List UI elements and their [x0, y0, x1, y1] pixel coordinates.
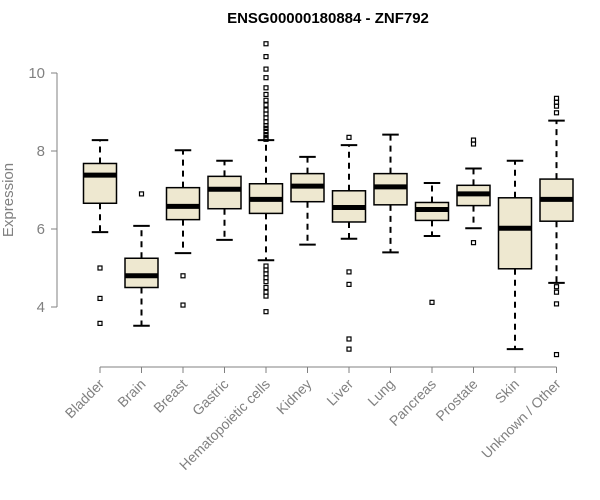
- y-axis-label: Expression: [0, 163, 17, 237]
- box-5: [290, 155, 325, 246]
- y-tick-label-6: 6: [37, 221, 45, 238]
- box-9: [456, 137, 491, 246]
- outlier-point: [346, 134, 352, 140]
- box-body: [165, 186, 201, 221]
- outlier-point: [553, 301, 560, 307]
- outlier-point: [263, 102, 269, 108]
- x-tick-label-1: Brain: [114, 376, 148, 410]
- box-0: [82, 139, 118, 326]
- outlier-point: [97, 265, 103, 271]
- outlier-point: [263, 66, 269, 72]
- box-1: [124, 191, 159, 327]
- outlier-point: [97, 320, 103, 326]
- box-2: [165, 149, 201, 308]
- outlier-point: [429, 299, 435, 305]
- outlier-point: [470, 141, 477, 147]
- outlier-point: [263, 85, 269, 91]
- box-6: [331, 134, 367, 352]
- outlier-point: [263, 54, 269, 60]
- y-axis: 4 6 8 10: [28, 65, 58, 316]
- outlier-point: [470, 240, 477, 246]
- outlier-point: [263, 128, 269, 135]
- outlier-point: [263, 293, 269, 299]
- box-8: [414, 181, 450, 305]
- y-tick-label-8: 8: [37, 143, 45, 160]
- outlier-point: [553, 103, 560, 109]
- box-body: [124, 257, 159, 289]
- outlier-point: [346, 336, 352, 342]
- box-body: [497, 197, 533, 270]
- outlier-point: [263, 41, 269, 47]
- outlier-point: [97, 295, 103, 302]
- box-11: [539, 95, 574, 358]
- outlier-point: [553, 284, 560, 290]
- outlier-point: [346, 281, 352, 287]
- x-tick-label-5: Kidney: [273, 376, 315, 418]
- outlier-point: [553, 289, 560, 295]
- outlier-point: [263, 97, 269, 103]
- x-tick-label-2: Breast: [150, 376, 190, 416]
- outlier-point: [263, 136, 269, 142]
- outlier-point: [553, 351, 560, 358]
- outlier-point: [180, 302, 186, 308]
- y-tick-label-10: 10: [28, 65, 45, 82]
- outlier-point: [263, 309, 269, 315]
- outlier-point: [138, 191, 145, 197]
- x-tick-label-9: Prostate: [432, 376, 480, 424]
- chart-title: ENSG00000180884 - ZNF792: [227, 10, 429, 27]
- x-tick-label-0: Bladder: [62, 376, 108, 422]
- box-3: [207, 159, 242, 241]
- box-body: [207, 175, 242, 210]
- outlier-point: [263, 279, 269, 285]
- box-series: [82, 41, 574, 358]
- outlier-point: [263, 132, 269, 138]
- outlier-point: [263, 91, 269, 98]
- outlier-point: [263, 284, 269, 291]
- box-body: [82, 162, 118, 205]
- x-tick-label-7: Lung: [364, 376, 397, 409]
- x-tick-label-10: Skin: [492, 376, 523, 407]
- outlier-point: [263, 125, 269, 131]
- box-7: [373, 133, 408, 254]
- outlier-point: [346, 346, 352, 352]
- outlier-point: [346, 269, 352, 275]
- y-tick-label-4: 4: [37, 299, 45, 316]
- box-10: [497, 159, 533, 351]
- outlier-point: [263, 123, 269, 129]
- x-tick-label-11: Unknown / Other: [478, 376, 564, 462]
- x-tick-label-6: Liver: [323, 376, 356, 409]
- box-4: [248, 41, 284, 315]
- outlier-point: [263, 75, 269, 81]
- outlier-point: [553, 110, 560, 116]
- outlier-point: [180, 273, 186, 279]
